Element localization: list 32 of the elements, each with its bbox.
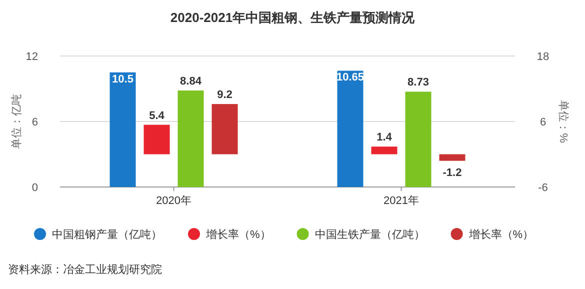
y2-axis-title: 单位：%: [557, 100, 570, 144]
y-tick-label: 6: [32, 116, 38, 128]
bar: [212, 104, 238, 154]
bar: [178, 90, 204, 187]
data-label: 10.5: [112, 73, 134, 86]
y2-tick-label: -6: [538, 182, 548, 194]
text: 资料来源：冶金工业规划研究院: [8, 263, 162, 276]
x-tick-label: 2021年: [384, 195, 419, 207]
y2-tick-label: 18: [536, 51, 550, 63]
y-tick-label: 0: [32, 182, 38, 194]
data-label: 10.65: [336, 72, 364, 84]
data-label: 8.73: [408, 76, 429, 89]
bar: [371, 146, 398, 154]
data-label: 1.4: [376, 132, 393, 144]
data-label: 9.2: [217, 89, 232, 102]
legend-label: 中国生铁产量（亿吨）: [314, 228, 425, 241]
y-axis-title: 单位：亿吨: [10, 94, 23, 149]
bar: [337, 70, 364, 187]
y2-tick-label: 6: [540, 116, 546, 128]
data-label: 5.4: [149, 110, 166, 122]
bar: [110, 72, 136, 187]
legend-label: 增长率（%）: [205, 228, 271, 241]
bar: [439, 154, 466, 161]
bar: [405, 92, 432, 187]
data-label: 8.84: [180, 75, 202, 88]
y-tick-label: 12: [26, 51, 38, 63]
data-label: -1.2: [442, 166, 462, 179]
x-tick-label: 2020年: [156, 195, 192, 207]
chart-title: 2020-2021年中国粗钢、生铁产量预测情况: [170, 10, 416, 25]
legend-label: 增长率（%）: [468, 228, 534, 241]
legend-label: 中国粗钢产量（亿吨）: [52, 228, 162, 241]
bar: [144, 124, 170, 154]
